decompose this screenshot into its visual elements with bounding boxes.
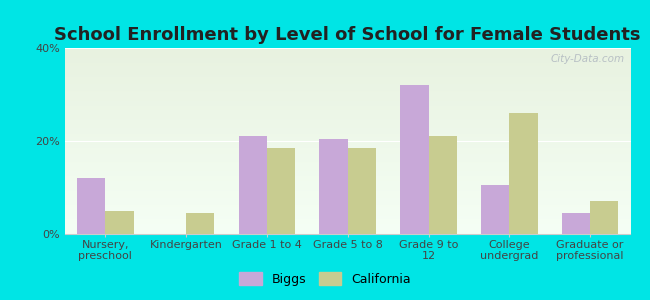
Bar (510, 113, 538, 234)
Bar (428, 136, 457, 234)
Bar (77, 178, 105, 234)
Bar (348, 148, 376, 234)
Bar (267, 148, 295, 234)
Legend: Biggs, California: Biggs, California (234, 267, 416, 291)
Bar (481, 185, 510, 234)
Bar (400, 85, 428, 234)
Text: City-Data.com: City-Data.com (551, 54, 625, 64)
Bar (320, 139, 348, 234)
Bar (186, 213, 214, 234)
Title: School Enrollment by Level of School for Female Students: School Enrollment by Level of School for… (55, 26, 641, 44)
Bar (562, 213, 590, 234)
Bar (239, 136, 267, 234)
Bar (590, 202, 618, 234)
Bar (105, 211, 134, 234)
